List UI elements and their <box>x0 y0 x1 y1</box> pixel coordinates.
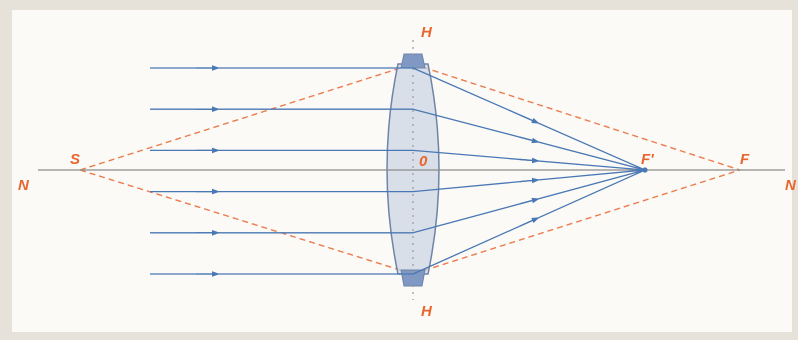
refracted-ray-arrow <box>519 114 540 124</box>
focus-outer-label: F <box>740 151 750 168</box>
light-rays <box>150 65 646 277</box>
plane-label-top: H <box>421 24 433 41</box>
focus-inner-label: F' <box>641 151 654 168</box>
refracted-ray-arrow <box>519 157 540 164</box>
plane-label-bottom: H <box>421 303 433 320</box>
lens-body <box>386 63 440 275</box>
center-label: 0 <box>419 153 428 170</box>
refracted-ray-arrow <box>519 177 540 184</box>
axis-label-right: N <box>785 177 797 194</box>
point-s-label: S <box>70 151 80 168</box>
refracted-ray-arrow <box>519 217 540 227</box>
refracted-ray-arrow <box>519 136 540 144</box>
axis-label-left: N <box>18 177 30 194</box>
focus-point-marker <box>642 167 648 173</box>
refracted-ray-arrow <box>519 197 540 205</box>
